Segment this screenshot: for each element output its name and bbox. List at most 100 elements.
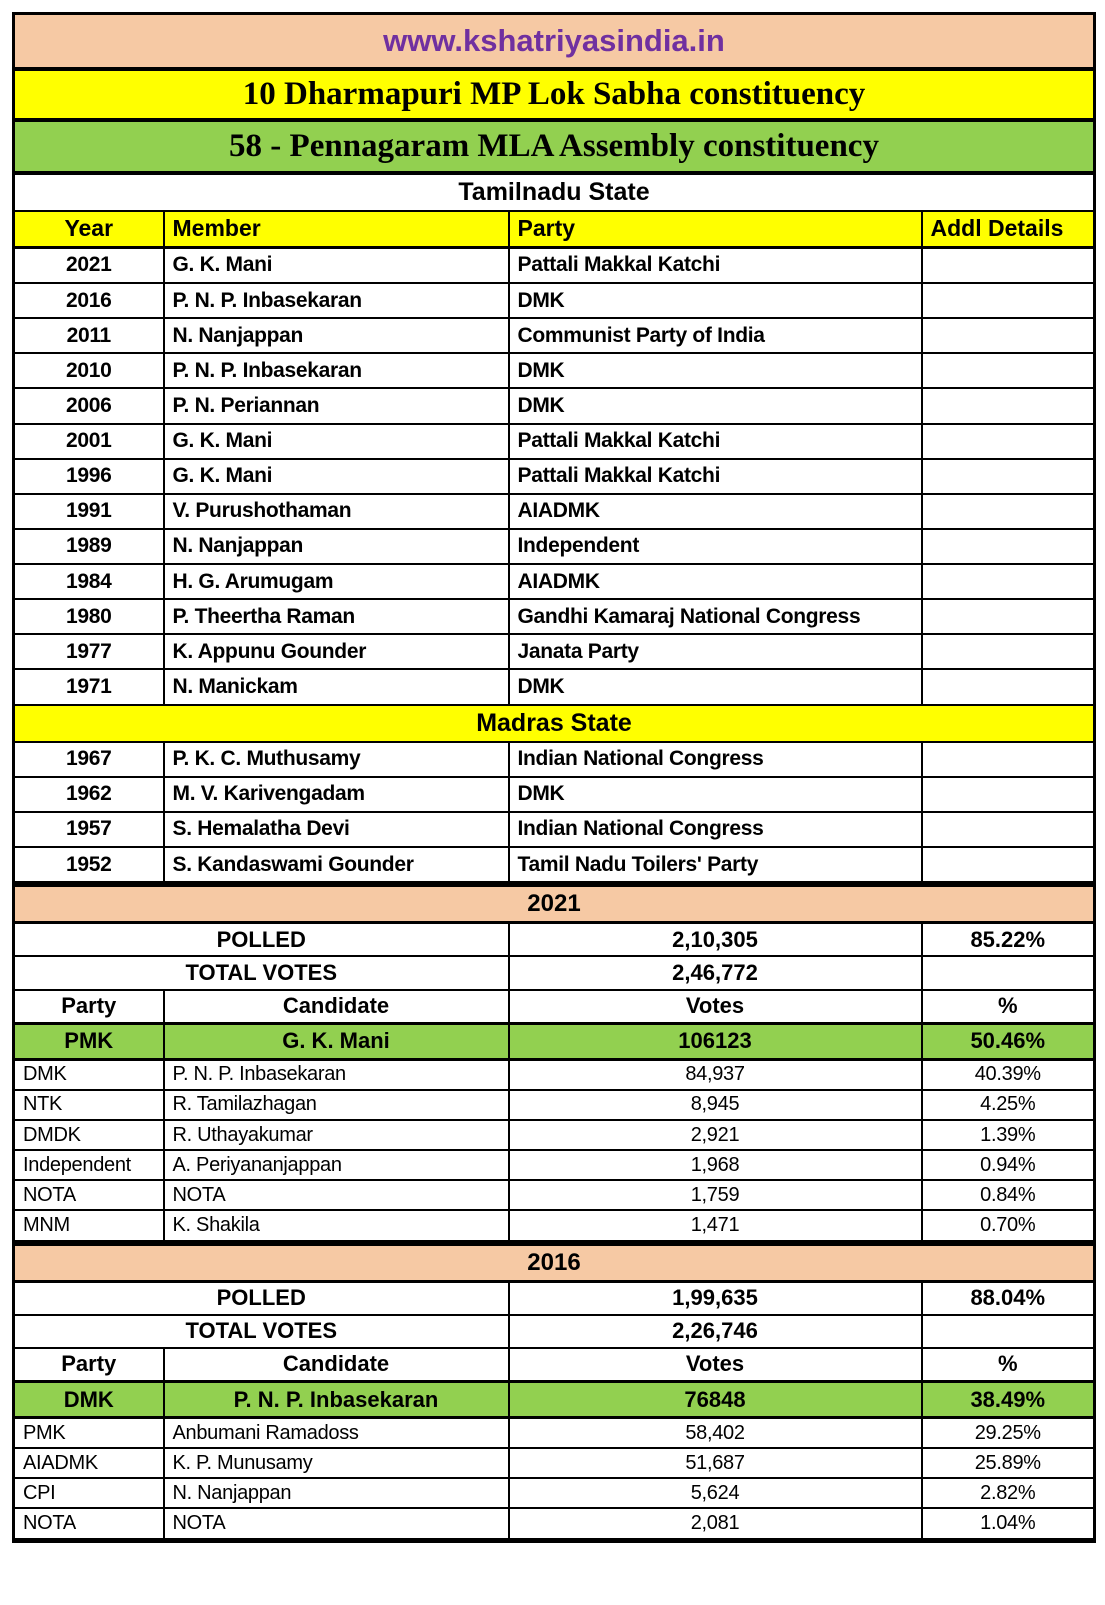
member-cell: P. Theertha Raman (162, 598, 510, 636)
addl-cell (920, 282, 1096, 320)
pct-cell: 2.82% (920, 1477, 1096, 1510)
pct-cell: 4.25% (920, 1088, 1096, 1122)
pct-header: % (920, 1346, 1096, 1383)
party-cell: DMK (507, 775, 923, 813)
candidate-cell: A. Periyananjappan (162, 1149, 510, 1182)
pct-cell: 50.46% (920, 1021, 1096, 1061)
polled-row: POLLED 1,99,635 88.04% (12, 1280, 1096, 1316)
member-row: 1991 V. Purushothaman AIADMK (12, 492, 1096, 530)
total-votes-label: TOTAL VOTES (12, 1313, 510, 1349)
member-cell: P. N. P. Inbasekaran (162, 352, 510, 390)
party-header: Party (12, 1346, 165, 1383)
party-cell: AIADMK (507, 492, 923, 530)
year-cell: 1962 (12, 775, 165, 813)
polled-pct: 88.04% (920, 1280, 1096, 1316)
addl-cell (920, 740, 1096, 778)
party-cell: AIADMK (12, 1447, 165, 1480)
party-cell: Tamil Nadu Toilers' Party (507, 846, 923, 886)
mla-constituency-banner: 58 - Pennagaram MLA Assembly constituenc… (12, 119, 1096, 175)
member-cell: V. Purushothaman (162, 492, 510, 530)
party-cell: Communist Party of India (507, 317, 923, 355)
votes-header: Votes (507, 1346, 923, 1383)
member-row: 2010 P. N. P. Inbasekaran DMK (12, 352, 1096, 390)
year-cell: 2021 (12, 246, 165, 285)
candidate-header: Candidate (162, 1346, 510, 1383)
result-row: Independent A. Periyananjappan 1,968 0.94% (12, 1149, 1096, 1182)
total-votes-row: TOTAL VOTES 2,46,772 (12, 955, 1096, 991)
total-votes-row: TOTAL VOTES 2,26,746 (12, 1313, 1096, 1349)
candidate-header: Candidate (162, 988, 510, 1025)
total-votes-label: TOTAL VOTES (12, 955, 510, 991)
winner-row: DMK P. N. P. Inbasekaran 76848 38.49% (12, 1380, 1096, 1420)
result-row: DMK P. N. P. Inbasekaran 84,937 40.39% (12, 1058, 1096, 1091)
party-cell: DMK (12, 1058, 165, 1091)
votes-cell: 106123 (507, 1021, 923, 1061)
candidate-cell: Anbumani Ramadoss (162, 1416, 510, 1450)
pct-cell: 29.25% (920, 1416, 1096, 1450)
member-row: 1989 N. Nanjappan Independent (12, 527, 1096, 566)
result-row: NTK R. Tamilazhagan 8,945 4.25% (12, 1088, 1096, 1122)
year-cell: 2010 (12, 352, 165, 390)
member-cell: N. Manickam (162, 668, 510, 706)
votes-cell: 2,921 (507, 1119, 923, 1152)
member-row: 1957 S. Hemalatha Devi Indian National Con… (12, 810, 1096, 849)
party-cell: Gandhi Kamaraj National Congress (507, 598, 923, 636)
pct-cell: 1.39% (920, 1119, 1096, 1152)
year-cell: 2001 (12, 422, 165, 460)
votes-cell: 5,624 (507, 1477, 923, 1510)
votes-cell: 76848 (507, 1380, 923, 1420)
candidate-cell: P. N. P. Inbasekaran (162, 1058, 510, 1091)
party-cell: Independent (12, 1149, 165, 1182)
addl-cell (920, 633, 1096, 671)
pct-cell: 1.04% (920, 1507, 1096, 1544)
party-cell: NOTA (12, 1507, 165, 1544)
pct-cell: 40.39% (920, 1058, 1096, 1091)
year-cell: 1989 (12, 527, 165, 566)
member-cell: G. K. Mani (162, 246, 510, 285)
candidate-cell: NOTA (162, 1507, 510, 1544)
party-cell: PMK (12, 1416, 165, 1450)
result-row: DMDK R. Uthayakumar 2,921 1.39% (12, 1119, 1096, 1152)
result-row: AIADMK K. P. Munusamy 51,687 25.89% (12, 1447, 1096, 1480)
member-row: 1952 S. Kandaswami Gounder Tamil Nadu Toil… (12, 846, 1096, 886)
constituency-table: www.kshatriyasindia.in 10 Dharmapuri MP … (12, 12, 1096, 1544)
member-row: 1977 K. Appunu Gounder Janata Party (12, 633, 1096, 671)
member-row: 1962 M. V. Karivengadam DMK (12, 775, 1096, 813)
addl-cell (920, 422, 1096, 460)
result-row: CPI N. Nanjappan 5,624 2.82% (12, 1477, 1096, 1510)
addl-header: Addl Details (920, 209, 1096, 249)
votes-cell: 51,687 (507, 1447, 923, 1480)
year-cell: 1952 (12, 846, 165, 886)
polled-votes: 2,10,305 (507, 921, 923, 958)
member-cell: P. N. Periannan (162, 387, 510, 425)
party-cell: Pattali Makkal Katchi (507, 422, 923, 460)
member-cell: N. Nanjappan (162, 317, 510, 355)
year-cell: 1971 (12, 668, 165, 706)
pct-header: % (920, 988, 1096, 1025)
year-cell: 1957 (12, 810, 165, 849)
member-row: 2021 G. K. Mani Pattali Makkal Katchi (12, 246, 1096, 285)
result-row: PMK Anbumani Ramadoss 58,402 29.25% (12, 1416, 1096, 1450)
party-cell: DMK (507, 282, 923, 320)
party-cell: Pattali Makkal Katchi (507, 457, 923, 495)
year-cell: 1991 (12, 492, 165, 530)
polled-label: POLLED (12, 1280, 510, 1316)
party-cell: Indian National Congress (507, 740, 923, 778)
candidate-cell: G. K. Mani (162, 1021, 510, 1061)
results-header-row: Party Candidate Votes % (12, 988, 1096, 1025)
year-cell: 1967 (12, 740, 165, 778)
member-row: 2011 N. Nanjappan Communist Party of India (12, 317, 1096, 355)
party-cell: PMK (12, 1021, 165, 1061)
member-cell: S. Kandaswami Gounder (162, 846, 510, 886)
result-row: NOTA NOTA 1,759 0.84% (12, 1179, 1096, 1212)
party-cell: Indian National Congress (507, 810, 923, 849)
state-banner-tamilnadu: Tamilnadu State (12, 171, 1096, 212)
member-row: 2006 P. N. Periannan DMK (12, 387, 1096, 425)
member-cell: M. V. Karivengadam (162, 775, 510, 813)
pct-cell: 0.94% (920, 1149, 1096, 1182)
member-cell: S. Hemalatha Devi (162, 810, 510, 849)
year-cell: 2016 (12, 282, 165, 320)
polled-pct: 85.22% (920, 921, 1096, 958)
state-banner-madras: Madras State (12, 703, 1096, 743)
member-cell: K. Appunu Gounder (162, 633, 510, 671)
